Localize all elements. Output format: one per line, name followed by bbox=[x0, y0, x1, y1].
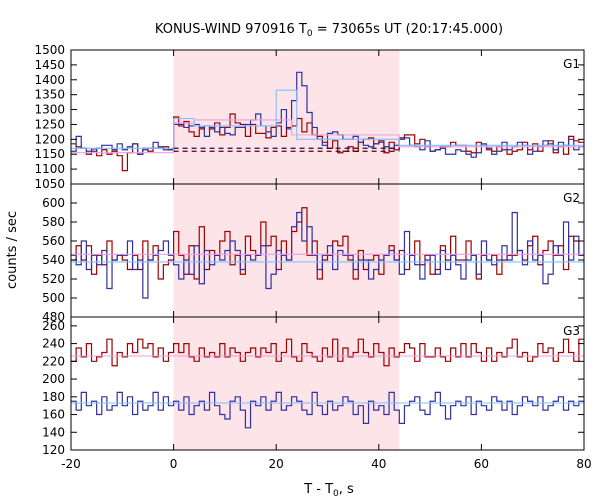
x-tick-label: -20 bbox=[61, 457, 81, 471]
x-tick-label: 20 bbox=[269, 457, 284, 471]
g2-y-tick-label: 560 bbox=[42, 234, 65, 248]
chart-title: KONUS-WIND 970916 T0 = 73065s UT (20:17:… bbox=[155, 22, 503, 39]
g3-y-tick-label: 200 bbox=[42, 372, 65, 386]
g1-y-tick-label: 1400 bbox=[34, 73, 65, 87]
g2-blue-series bbox=[71, 211, 584, 299]
g1-panel-label: G1 bbox=[563, 57, 580, 71]
plot-area: 1050110011501200125013001350140014501500… bbox=[34, 43, 591, 471]
x-tick-label: 0 bbox=[170, 457, 178, 471]
y-axis-label: counts / sec bbox=[5, 211, 20, 289]
g1-y-tick-label: 1350 bbox=[34, 88, 65, 102]
g3-red-series bbox=[71, 338, 584, 367]
g3-y-tick-label: 120 bbox=[42, 443, 65, 457]
x-tick-label: 40 bbox=[371, 457, 386, 471]
g3-y-tick-label: 180 bbox=[42, 390, 65, 404]
g3-y-tick-label: 240 bbox=[42, 337, 65, 351]
g2-y-tick-label: 520 bbox=[42, 272, 65, 286]
g3-y-tick-label: 160 bbox=[42, 408, 65, 422]
x-axis-label: T - T0, s bbox=[303, 482, 354, 499]
g2-panel-label: G2 bbox=[563, 191, 580, 205]
g1-y-tick-label: 1300 bbox=[34, 103, 65, 117]
x-tick-label: 60 bbox=[474, 457, 489, 471]
g3-y-tick-label: 140 bbox=[42, 425, 65, 439]
g3-blue-series bbox=[71, 391, 584, 429]
g3-y-tick-label: 260 bbox=[42, 319, 65, 333]
g3-panel-frame bbox=[70, 316, 585, 451]
g2-y-tick-label: 580 bbox=[42, 215, 65, 229]
g1-y-tick-label: 1050 bbox=[34, 177, 65, 191]
g1-y-tick-label: 1200 bbox=[34, 132, 65, 146]
g3-panel-label: G3 bbox=[563, 324, 580, 338]
g1-y-tick-label: 1100 bbox=[34, 162, 65, 176]
g2-y-tick-label: 600 bbox=[42, 196, 65, 210]
g1-cyan-fit-line bbox=[71, 89, 584, 149]
g1-y-tick-label: 1450 bbox=[34, 58, 65, 72]
g1-y-tick-label: 1250 bbox=[34, 117, 65, 131]
g2-y-tick-label: 480 bbox=[42, 310, 65, 324]
g2-red-series bbox=[71, 207, 584, 280]
g2-y-tick-label: 540 bbox=[42, 253, 65, 267]
x-tick-label: 80 bbox=[576, 457, 591, 471]
g1-blue-series bbox=[71, 71, 584, 158]
g1-y-tick-label: 1150 bbox=[34, 147, 65, 161]
g1-y-tick-label: 1500 bbox=[34, 43, 65, 57]
g3-y-tick-label: 220 bbox=[42, 354, 65, 368]
g2-y-tick-label: 500 bbox=[42, 291, 65, 305]
